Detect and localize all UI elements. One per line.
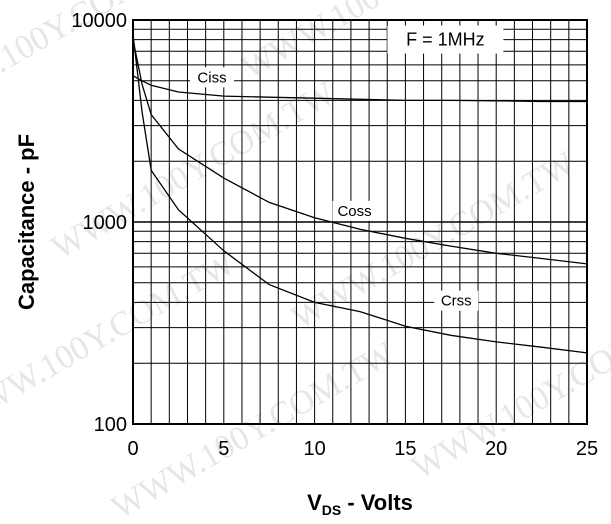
x-tick-label: 10: [303, 438, 325, 460]
x-tick-label: 25: [576, 438, 598, 460]
frequency-annotation: F = 1MHz: [387, 26, 503, 54]
y-tick-label: 100: [94, 414, 127, 436]
watermark-text: WWW.100Y.COM.TW: [286, 144, 583, 337]
series-label-ciss: Ciss: [197, 69, 226, 86]
x-axis-title-main: V: [307, 490, 322, 515]
x-tick-label: 15: [394, 438, 416, 460]
watermark-text: WWW.100Y.COM.TW: [46, 74, 343, 267]
x-axis-title-rest: - Volts: [341, 490, 413, 515]
x-tick-label: 20: [485, 438, 507, 460]
x-axis-title: VDS - Volts: [307, 490, 413, 518]
series-label-coss: Coss: [337, 203, 371, 220]
annotation-text: F = 1MHz: [406, 30, 485, 50]
y-tick-label: 1000: [83, 212, 128, 234]
x-tick-label: 5: [218, 438, 229, 460]
x-axis-title-subscript: DS: [322, 502, 341, 518]
x-tick-label: 0: [127, 438, 138, 460]
series-label-crss: Crss: [441, 293, 472, 310]
y-axis-title: Capacitance - pF: [14, 134, 39, 310]
y-tick-label: 10000: [71, 10, 127, 32]
